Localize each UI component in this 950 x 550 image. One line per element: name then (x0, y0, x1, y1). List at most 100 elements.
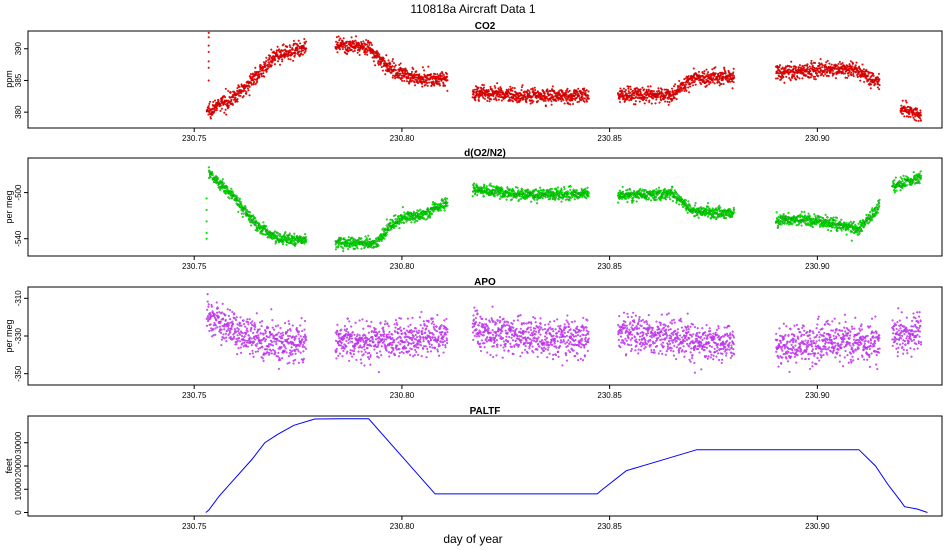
data-point (541, 197, 544, 200)
data-point (834, 77, 837, 80)
data-point (687, 75, 690, 78)
data-point (848, 70, 851, 73)
data-point (444, 197, 447, 200)
data-point (229, 91, 232, 94)
data-point (255, 70, 258, 73)
data-point (254, 217, 257, 220)
data-point (705, 84, 709, 87)
data-point (577, 87, 580, 90)
data-point (267, 61, 270, 64)
data-point (919, 119, 922, 122)
data-point (374, 240, 377, 243)
data-point (532, 100, 535, 103)
data-point (305, 47, 308, 50)
data-point (391, 60, 394, 63)
data-point (390, 228, 393, 231)
data-point (789, 79, 792, 82)
data-point (208, 176, 211, 180)
data-point (871, 78, 875, 81)
data-point (664, 94, 668, 97)
data-point (810, 62, 813, 65)
data-point (274, 240, 278, 244)
data-point (272, 59, 275, 62)
data-point (539, 186, 542, 189)
data-point (274, 230, 277, 233)
data-point (361, 42, 364, 45)
data-point (367, 39, 370, 42)
data-point (239, 94, 242, 97)
data-point (284, 55, 287, 58)
data-point (258, 76, 261, 79)
data-point (718, 81, 721, 84)
data-point (482, 86, 485, 89)
data-point (219, 109, 222, 112)
data-point (341, 40, 344, 43)
data-point (407, 76, 410, 80)
data-point (521, 188, 524, 191)
data-point (587, 90, 590, 93)
data-point (657, 89, 660, 93)
panel-o2n2: d(O2/N2) per meg -540-500 230.75 230.80 23… (4, 148, 943, 271)
data-point (629, 188, 632, 191)
data-point (262, 221, 265, 224)
data-point (556, 186, 560, 189)
data-point (472, 93, 475, 96)
data-point (657, 87, 660, 90)
data-point (560, 189, 563, 192)
data-point (421, 66, 424, 69)
data-point (207, 36, 210, 39)
data-point (358, 53, 361, 57)
data-point (806, 66, 809, 69)
data-point (235, 194, 238, 197)
y-tick-label: -540 (14, 230, 23, 247)
data-point (563, 102, 566, 105)
data-point (650, 102, 653, 105)
data-point (249, 73, 252, 76)
data-point (428, 216, 432, 219)
data-point (673, 97, 676, 100)
data-point (225, 113, 228, 116)
data-point (482, 195, 485, 198)
data-point (551, 85, 554, 88)
data-point (336, 41, 339, 44)
data-point (250, 83, 253, 86)
data-point (207, 31, 210, 34)
data-point (236, 100, 239, 103)
data-point (236, 87, 239, 90)
data-point (372, 60, 375, 63)
data-point (795, 78, 798, 81)
data-point (516, 186, 519, 189)
data-point (362, 46, 366, 49)
data-point (446, 204, 449, 207)
data-point (338, 39, 341, 42)
data-point (668, 196, 671, 199)
data-point (446, 197, 449, 200)
data-point (244, 206, 247, 209)
data-point (585, 89, 588, 92)
data-point (347, 49, 350, 52)
y-axis-label-o2n2: per meg (4, 190, 14, 223)
data-point (660, 189, 663, 192)
data-point (533, 198, 536, 201)
data-point (671, 200, 674, 203)
data-point (620, 197, 624, 200)
data-point (672, 85, 676, 88)
data-point (573, 198, 576, 201)
data-point (305, 238, 308, 241)
data-point (275, 51, 278, 54)
data-point (492, 95, 495, 98)
data-point (649, 85, 652, 88)
data-point (778, 66, 781, 69)
data-point (827, 74, 830, 78)
data-point (680, 89, 683, 92)
data-point (669, 198, 672, 201)
data-point (389, 62, 392, 65)
data-point (819, 58, 822, 61)
data-point (654, 102, 657, 105)
data-point (528, 90, 531, 93)
data-point (655, 198, 658, 201)
data-point (353, 42, 356, 45)
data-point (810, 59, 813, 62)
data-point (389, 218, 392, 221)
